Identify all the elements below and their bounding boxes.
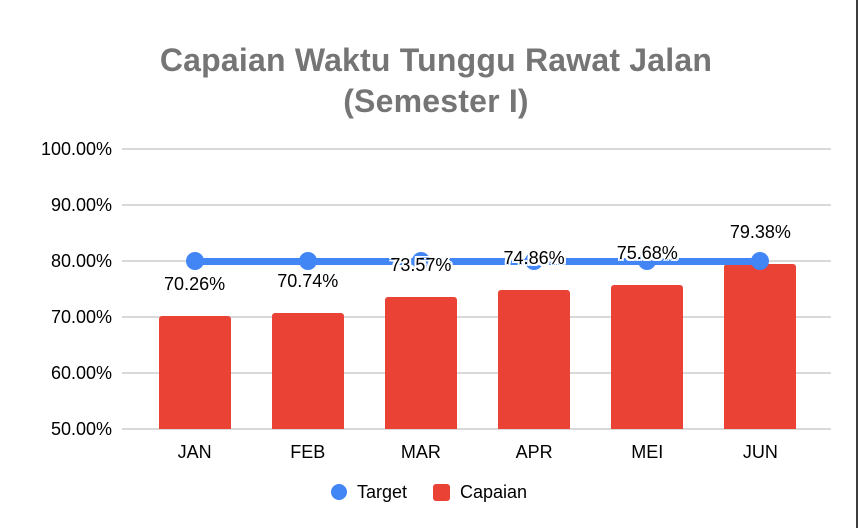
target-line — [194, 257, 761, 265]
gridline — [122, 148, 831, 150]
legend: Target Capaian — [0, 478, 858, 506]
gridline — [122, 428, 831, 430]
y-axis-tick-label: 70.00% — [50, 307, 112, 327]
target-point-apr — [525, 252, 544, 270]
value-label-feb: 70.74% — [277, 270, 339, 291]
value-label-jun: 79.38% — [729, 222, 791, 243]
legend-item-capaian: Capaian — [432, 481, 528, 503]
target-marker-icon — [330, 484, 347, 500]
x-axis-label-mar: MAR — [400, 442, 441, 462]
bar-feb — [271, 312, 344, 429]
x-axis-label-jun: JUN — [742, 442, 778, 462]
capaian-marker-icon — [432, 483, 450, 501]
y-axis-tick-label: 60.00% — [50, 363, 112, 383]
y-axis-tick-label: 80.00% — [50, 251, 112, 271]
y-axis-tick-label: 90.00% — [50, 195, 112, 215]
legend-item-target: Target — [330, 481, 407, 503]
x-axis-label-feb: FEB — [290, 442, 326, 462]
target-point-mar — [411, 252, 430, 270]
y-axis-tick-label: 100.00% — [40, 139, 112, 159]
chart-title-line1: Capaian Waktu Tunggu Rawat Jalan — [159, 42, 713, 78]
target-point-mei — [638, 252, 657, 270]
x-axis-label-mei: MEI — [631, 442, 664, 462]
gridline — [122, 372, 831, 374]
target-point-jan — [185, 252, 204, 270]
legend-label-target: Target — [356, 481, 407, 502]
chart-title-line2: (Semester I) — [343, 83, 529, 119]
x-axis-label-apr: APR — [515, 442, 553, 462]
target-point-jun — [751, 252, 770, 270]
chart-title: Capaian Waktu Tunggu Rawat Jalan (Semest… — [14, 40, 858, 122]
gridline — [122, 204, 831, 206]
x-axis-label-jan: JAN — [177, 442, 212, 462]
value-label-mei: 75.68% — [616, 243, 678, 264]
y-axis-tick-label: 50.00% — [50, 419, 112, 439]
gridline — [122, 316, 831, 318]
bar-jun — [724, 264, 797, 429]
bar-mei — [611, 285, 684, 429]
right-edge-divider — [856, 0, 858, 528]
value-label-mar: 73.57% — [390, 255, 452, 275]
target-point-feb — [298, 252, 317, 270]
bar-jan — [158, 315, 231, 429]
legend-label-capaian: Capaian — [459, 481, 528, 502]
value-label-jan: 70.26% — [164, 273, 226, 294]
bar-mar — [384, 297, 457, 429]
bar-apr — [498, 289, 571, 429]
value-label-apr: 74.86% — [503, 247, 565, 268]
